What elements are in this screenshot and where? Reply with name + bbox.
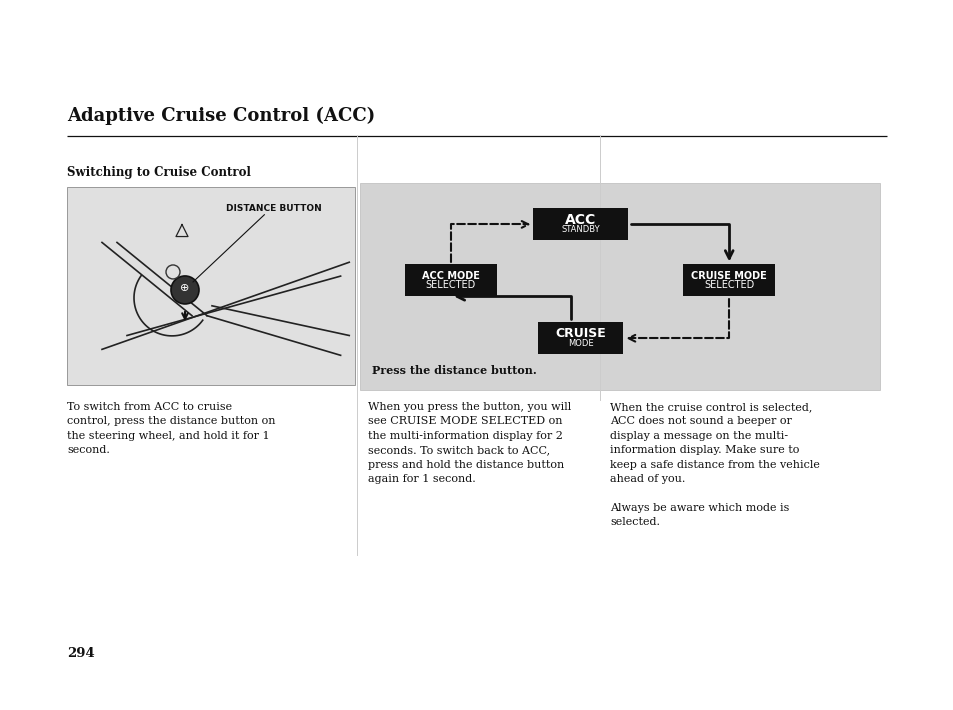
Text: Adaptive Cruise Control (ACC): Adaptive Cruise Control (ACC)	[67, 106, 375, 125]
Bar	[405, 264, 497, 296]
Bar	[537, 322, 623, 354]
Text: To switch from ACC to cruise
control, press the distance button on
the steering : To switch from ACC to cruise control, pr…	[67, 402, 275, 455]
Text: ⊕: ⊕	[180, 283, 190, 293]
Bar	[67, 187, 355, 385]
Text: DISTANCE BUTTON: DISTANCE BUTTON	[226, 204, 322, 213]
Text: When you press the button, you will
see CRUISE MODE SELECTED on
the multi-inform: When you press the button, you will see …	[368, 402, 571, 484]
Circle shape	[171, 276, 199, 304]
Text: CRUISE MODE: CRUISE MODE	[691, 271, 766, 280]
Text: Switching to Cruise Control: Switching to Cruise Control	[67, 166, 251, 179]
Text: CRUISE: CRUISE	[555, 327, 606, 340]
Bar	[359, 183, 879, 390]
Text: STANDBY: STANDBY	[561, 225, 599, 234]
Text: SELECTED: SELECTED	[703, 280, 754, 290]
Text: 294: 294	[67, 647, 94, 660]
Text: Press the distance button.: Press the distance button.	[372, 365, 537, 376]
Text: MODE: MODE	[568, 339, 593, 348]
Bar	[533, 209, 628, 241]
Bar	[682, 264, 775, 296]
Text: When the cruise control is selected,
ACC does not sound a beeper or
display a me: When the cruise control is selected, ACC…	[609, 402, 819, 528]
Text: SELECTED: SELECTED	[425, 280, 476, 290]
Text: ACC MODE: ACC MODE	[421, 271, 479, 280]
Text: ACC: ACC	[565, 213, 596, 227]
